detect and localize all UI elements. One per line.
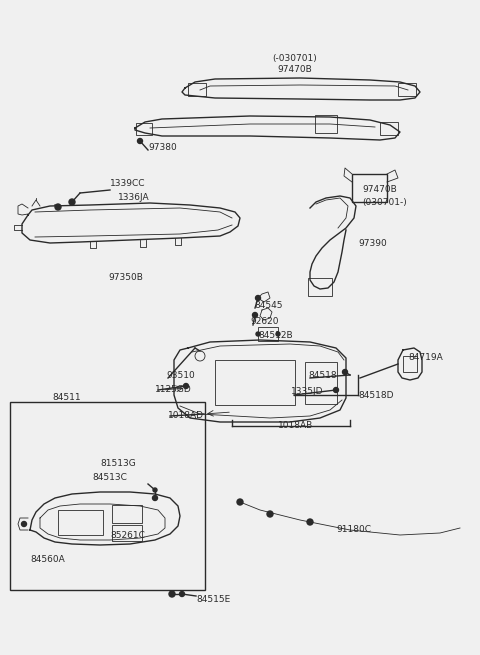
- Text: 84512B: 84512B: [258, 331, 293, 341]
- Text: 92620: 92620: [250, 318, 278, 326]
- Text: (-030701): (-030701): [273, 54, 317, 62]
- Bar: [112, 505, 142, 523]
- Circle shape: [55, 204, 61, 210]
- Bar: [215, 360, 295, 405]
- Bar: [136, 123, 152, 135]
- Circle shape: [137, 138, 143, 143]
- Bar: [258, 327, 278, 341]
- Circle shape: [69, 199, 75, 205]
- Circle shape: [237, 499, 243, 505]
- Text: 97390: 97390: [358, 240, 387, 248]
- Text: 1336JA: 1336JA: [118, 193, 150, 202]
- Text: 81513G: 81513G: [100, 458, 136, 468]
- Text: 97380: 97380: [148, 143, 177, 151]
- Circle shape: [343, 369, 348, 375]
- Text: 84545: 84545: [254, 301, 283, 310]
- Text: (030701-): (030701-): [362, 198, 407, 206]
- Bar: [188, 83, 206, 96]
- Circle shape: [256, 332, 260, 336]
- Text: 1125GD: 1125GD: [155, 386, 192, 394]
- Bar: [398, 83, 416, 96]
- Circle shape: [307, 519, 313, 525]
- Text: 85261C: 85261C: [110, 531, 145, 540]
- Circle shape: [183, 383, 189, 388]
- Text: 1335JD: 1335JD: [291, 388, 324, 396]
- Text: 84560A: 84560A: [30, 555, 65, 565]
- Circle shape: [153, 488, 157, 492]
- Bar: [403, 356, 417, 372]
- Text: 91180C: 91180C: [336, 525, 371, 534]
- Text: 84513C: 84513C: [92, 472, 127, 481]
- Text: 84511: 84511: [52, 394, 81, 403]
- Text: 97470B: 97470B: [277, 64, 312, 73]
- Circle shape: [276, 332, 280, 336]
- Bar: [315, 115, 337, 133]
- Circle shape: [267, 511, 273, 517]
- Text: 1018AB: 1018AB: [278, 421, 313, 430]
- Circle shape: [169, 591, 175, 597]
- Text: 1339CC: 1339CC: [110, 179, 145, 187]
- Circle shape: [180, 591, 184, 597]
- Bar: [112, 525, 142, 541]
- Bar: [10, 402, 205, 590]
- Text: 84719A: 84719A: [408, 354, 443, 362]
- Bar: [352, 174, 387, 202]
- Bar: [305, 362, 337, 404]
- Circle shape: [252, 312, 257, 318]
- Text: 84518: 84518: [308, 371, 336, 379]
- Circle shape: [255, 295, 261, 301]
- Text: 1018AD: 1018AD: [168, 411, 204, 419]
- Bar: [308, 278, 332, 296]
- Bar: [58, 510, 103, 535]
- Text: 84515E: 84515E: [196, 595, 230, 605]
- Text: 97350B: 97350B: [108, 274, 143, 282]
- Text: 93510: 93510: [166, 371, 195, 379]
- Circle shape: [334, 388, 338, 392]
- Circle shape: [22, 521, 26, 527]
- Text: 84518D: 84518D: [358, 390, 394, 400]
- Circle shape: [153, 495, 157, 500]
- Text: 97470B: 97470B: [362, 185, 397, 195]
- Bar: [380, 122, 398, 135]
